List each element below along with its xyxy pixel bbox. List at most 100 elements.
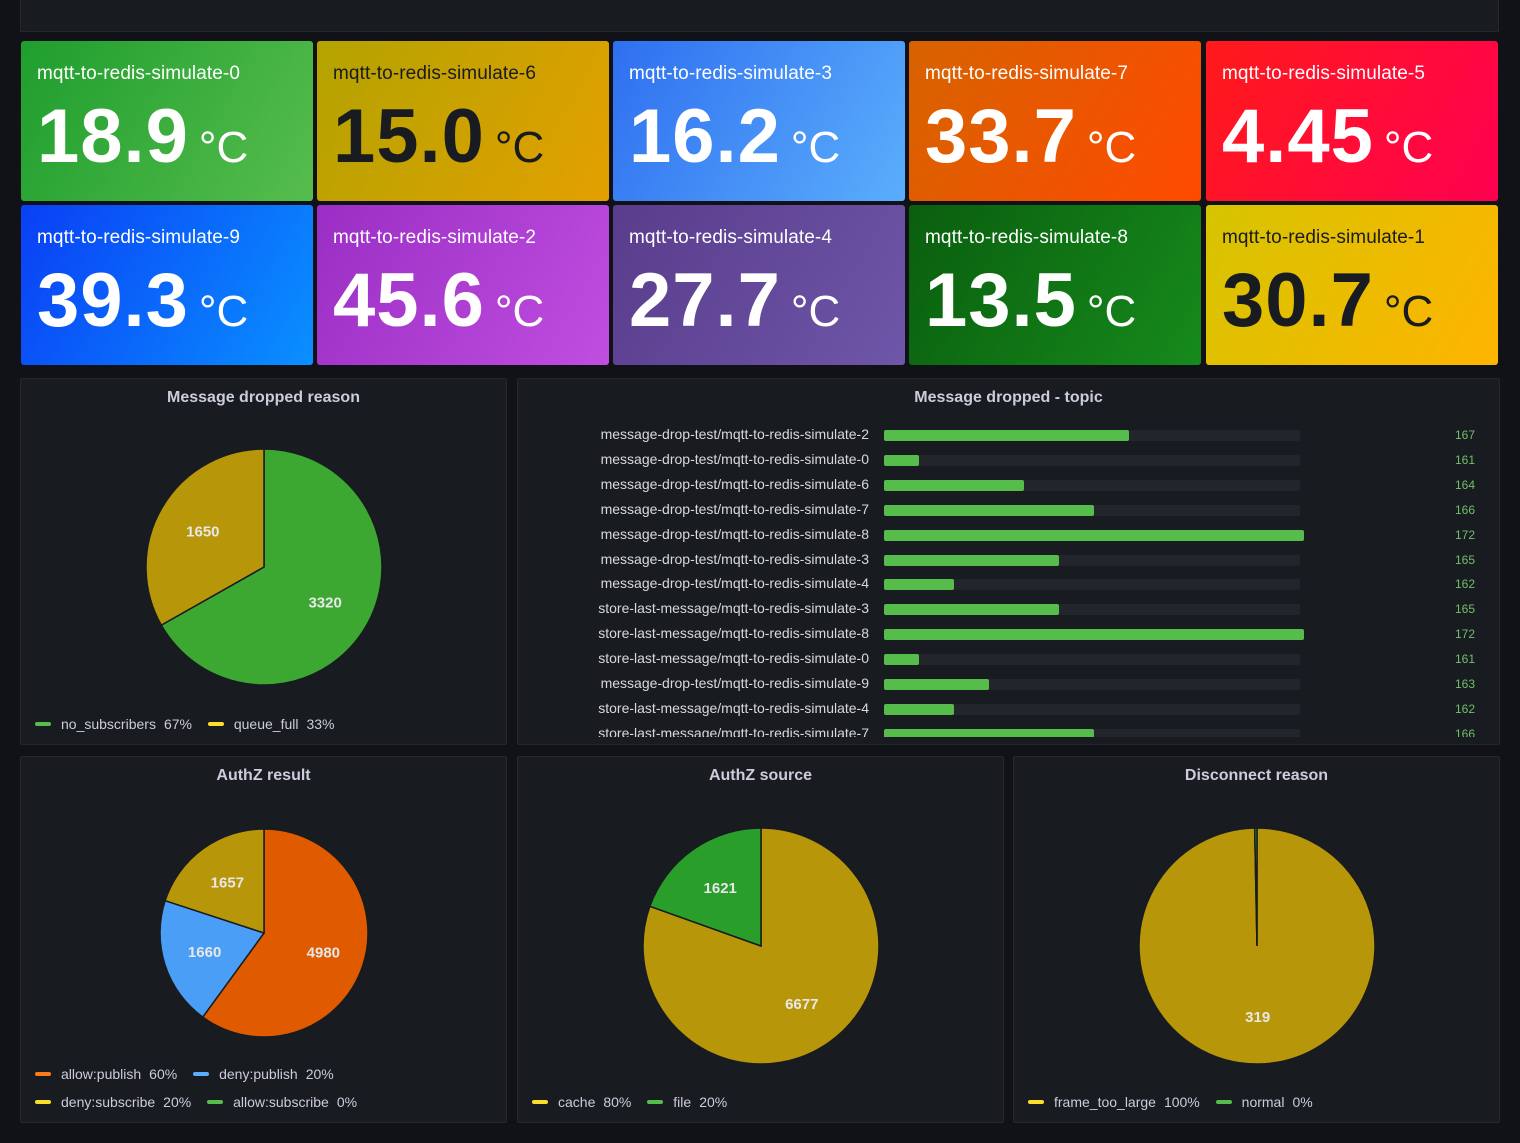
pie-slice-deny-subscribe[interactable] (164, 828, 265, 935)
bar-track (884, 654, 1300, 666)
legend-item[interactable]: allow:subscribe 0% (207, 1094, 357, 1110)
stat-unit: °C (494, 287, 545, 336)
bar-row[interactable]: message-drop-test/mqtt-to-redis-simulate… (518, 448, 1499, 473)
stat-value: 27.7 °C (629, 257, 840, 344)
stat-title: mqtt-to-redis-simulate-3 (629, 63, 833, 84)
bar-value: 161 (1454, 652, 1475, 667)
bar-row[interactable]: store-last-message/mqtt-to-redis-simulat… (518, 597, 1499, 622)
stat-unit: °C (1383, 123, 1434, 172)
pie-chart-authz-source: 6677 1621 (642, 827, 880, 1065)
stat-title: mqtt-to-redis-simulate-0 (37, 63, 241, 84)
panel-disconnect-reason[interactable]: Disconnect reason 319 frame_too_large 100… (1013, 756, 1500, 1123)
bar-track (884, 430, 1300, 441)
pie-slice-queue-full[interactable] (145, 448, 265, 627)
stat-tile[interactable]: mqtt-to-redis-simulate-5 4.45 °C (1206, 41, 1498, 201)
stat-tile[interactable]: mqtt-to-redis-simulate-8 13.5 °C (909, 205, 1201, 365)
stat-tile[interactable]: mqtt-to-redis-simulate-9 39.3 °C (21, 205, 313, 365)
pie-value-label: 319 (1245, 1009, 1270, 1026)
stat-value: 39.3 °C (37, 257, 248, 344)
pie-slice-file[interactable] (648, 827, 762, 948)
bar-fill (884, 504, 1095, 516)
stat-number: 27.7 (629, 258, 781, 343)
bar-track (884, 554, 1300, 566)
stat-title: mqtt-to-redis-simulate-1 (1222, 227, 1426, 248)
bar-row[interactable]: store-last-message/mqtt-to-redis-simulat… (518, 697, 1499, 722)
bar-fill (884, 454, 919, 466)
stat-tile[interactable]: mqtt-to-redis-simulate-7 33.7 °C (909, 41, 1201, 201)
legend: cache 80% file 20% (532, 1091, 739, 1110)
stat-value: 16.2 °C (629, 93, 840, 180)
stat-tile[interactable]: mqtt-to-redis-simulate-4 27.7 °C (613, 205, 905, 365)
panel-message-dropped-topic[interactable]: Message dropped - topic message-drop-tes… (517, 378, 1500, 745)
legend: deny:subscribe 20% allow:subscribe 0% (35, 1091, 369, 1110)
panel-title: Message dropped reason (167, 389, 360, 406)
legend-swatch (647, 1100, 664, 1104)
pie-slice-normal[interactable] (1253, 827, 1258, 947)
bar-track (884, 604, 1300, 616)
bar-row[interactable]: message-drop-test/mqtt-to-redis-simulate… (518, 572, 1499, 597)
legend-item[interactable]: cache 80% (532, 1094, 631, 1110)
bar-label: store-last-message/mqtt-to-redis-simulat… (598, 724, 869, 737)
bar-value: 162 (1454, 577, 1475, 592)
stat-number: 4.45 (1222, 94, 1374, 179)
legend-percent: 60% (149, 1066, 178, 1082)
pie-chart-authz-result: 4980 1660 1657 (159, 828, 369, 1038)
stat-title: mqtt-to-redis-simulate-5 (1222, 63, 1426, 84)
legend: allow:publish 60% deny:publish 20% (35, 1063, 346, 1082)
legend-swatch (35, 1072, 51, 1076)
bar-row[interactable]: message-drop-test/mqtt-to-redis-simulate… (518, 473, 1499, 498)
legend-swatch (193, 1072, 210, 1076)
legend-item[interactable]: deny:subscribe 20% (35, 1094, 191, 1110)
legend-label: deny:publish (219, 1066, 298, 1082)
panel-message-dropped-reason[interactable]: Message dropped reason 3320 1650 no_subsc… (20, 378, 507, 745)
legend-item[interactable]: allow:publish 60% (35, 1066, 177, 1082)
legend-item[interactable]: queue_full 33% (207, 716, 335, 732)
stat-unit: °C (790, 123, 841, 172)
bar-row[interactable]: message-drop-test/mqtt-to-redis-simulate… (518, 548, 1499, 573)
stat-unit: °C (1086, 287, 1137, 336)
legend-percent: 80% (603, 1094, 632, 1110)
legend-label: file (673, 1094, 692, 1110)
legend-label: no_subscribers (61, 716, 156, 732)
stat-unit: °C (1086, 123, 1137, 172)
bar-row[interactable]: store-last-message/mqtt-to-redis-simulat… (518, 622, 1499, 647)
stat-tile[interactable]: mqtt-to-redis-simulate-1 30.7 °C (1206, 205, 1498, 365)
bar-row[interactable]: store-last-message/mqtt-to-redis-simulat… (518, 647, 1499, 672)
bar-track (884, 479, 1300, 491)
pie-slice-allow-publish[interactable] (201, 828, 369, 1038)
legend-percent: 20% (699, 1094, 728, 1110)
legend-percent: 33% (306, 716, 335, 732)
bar-value: 162 (1454, 701, 1475, 716)
bar-fill (884, 479, 1025, 491)
legend-item[interactable]: file 20% (647, 1094, 727, 1110)
legend-item[interactable]: deny:publish 20% (193, 1066, 334, 1082)
panel-authz-source[interactable]: AuthZ source 6677 1621 cache 80% file 20% (517, 756, 1004, 1123)
bar-row[interactable]: message-drop-test/mqtt-to-redis-simulate… (518, 423, 1499, 448)
panel-title: AuthZ source (708, 767, 813, 784)
bar-row[interactable]: message-drop-test/mqtt-to-redis-simulate… (518, 498, 1499, 523)
stat-tile[interactable]: mqtt-to-redis-simulate-2 45.6 °C (317, 205, 609, 365)
bar-track (884, 529, 1305, 541)
legend-item[interactable]: normal 0% (1215, 1094, 1313, 1110)
bar-label: store-last-message/mqtt-to-redis-simulat… (598, 600, 869, 617)
pie-slice-deny-publish[interactable] (159, 899, 266, 1019)
stat-tile[interactable]: mqtt-to-redis-simulate-6 15.0 °C (317, 41, 609, 201)
bar-row[interactable]: message-drop-test/mqtt-to-redis-simulate… (518, 672, 1499, 697)
stat-tile[interactable]: mqtt-to-redis-simulate-0 18.9 °C (21, 41, 313, 201)
pie-chart-disconnect-reason: 319 (1138, 827, 1376, 1065)
legend-label: deny:subscribe (61, 1094, 156, 1110)
bar-value: 163 (1454, 677, 1475, 691)
bar-value: 172 (1454, 527, 1475, 542)
bar-label: store-last-message/mqtt-to-redis-simulat… (598, 650, 869, 667)
pie-slice-no-subscribers[interactable] (160, 448, 383, 686)
bar-row[interactable]: store-last-message/mqtt-to-redis-simulat… (518, 722, 1499, 737)
bar-row[interactable]: message-drop-test/mqtt-to-redis-simulate… (518, 523, 1499, 548)
legend-item[interactable]: frame_too_large 100% (1028, 1094, 1200, 1110)
legend-label: allow:publish (61, 1066, 142, 1082)
bar-value: 166 (1454, 502, 1475, 517)
bar-fill (884, 529, 1305, 541)
panel-authz-result[interactable]: AuthZ result 4980 1660 1657 allow:publish 6… (20, 756, 507, 1123)
stat-tile[interactable]: mqtt-to-redis-simulate-3 16.2 °C (613, 41, 905, 201)
legend-item[interactable]: no_subscribers 67% (35, 716, 192, 732)
stat-title: mqtt-to-redis-simulate-2 (333, 227, 537, 248)
